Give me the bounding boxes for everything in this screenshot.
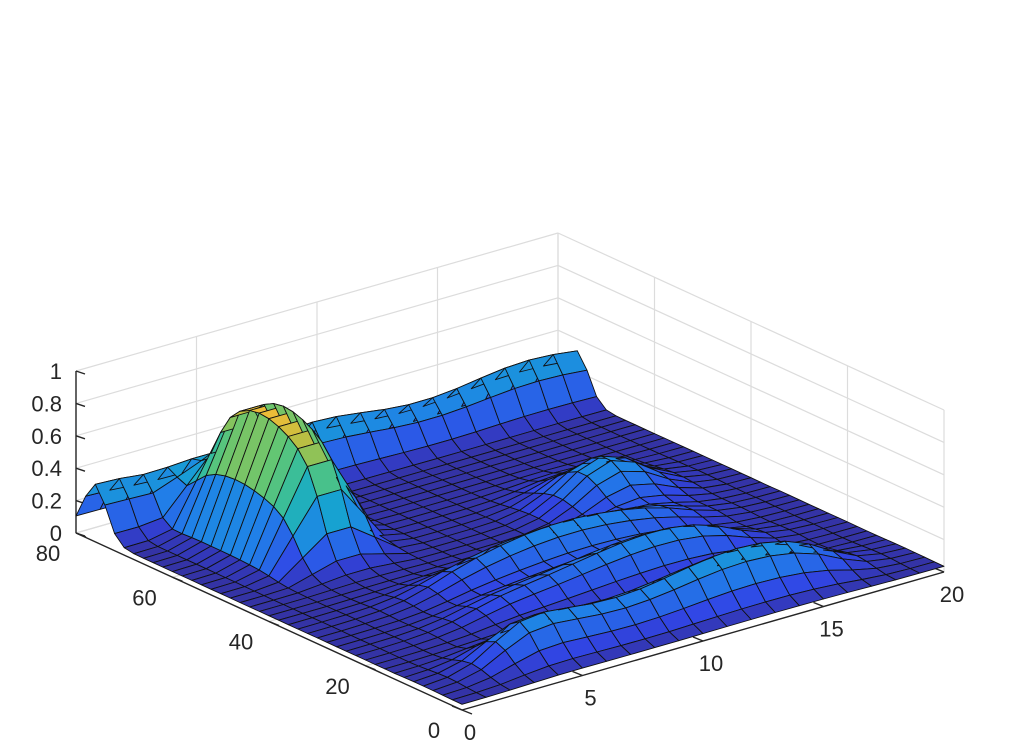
x-tick-label: 0 (464, 720, 476, 745)
grid-line (557, 362, 945, 541)
grid-line (557, 232, 945, 411)
z-tick-label: 0.8 (31, 391, 62, 416)
x-tick-label: 15 (819, 617, 843, 642)
x-tick-label: 20 (940, 582, 964, 607)
y-tick-label: 20 (325, 674, 349, 699)
z-tick-label: 1 (50, 359, 62, 384)
x-tick-label: 5 (584, 686, 596, 711)
z-tick (75, 370, 86, 375)
y-tick (268, 620, 280, 627)
grid-line (75, 264, 559, 404)
surface-mesh (75, 350, 945, 705)
z-tick (75, 402, 86, 408)
y-tick-label: 60 (132, 585, 156, 610)
y-tick-label: 80 (36, 541, 60, 566)
grid-line (557, 297, 945, 476)
grid-line (75, 329, 559, 469)
x-tick (572, 670, 583, 677)
grid-line (75, 297, 559, 437)
y-tick (172, 576, 183, 582)
z-tick-label: 0.6 (31, 424, 62, 449)
x-tick (692, 636, 704, 642)
x-tick-label: 10 (699, 651, 723, 676)
z-tick (75, 467, 86, 472)
z-tick (75, 435, 86, 440)
x-tick (813, 601, 824, 608)
grid-line (557, 329, 945, 508)
surface-patch (909, 561, 945, 574)
z-tick (75, 532, 86, 537)
y-tick-label: 40 (229, 630, 253, 655)
z-tick-label: 0.2 (31, 489, 62, 514)
grid-line (557, 264, 945, 443)
y-tick (461, 709, 473, 715)
x-tick (451, 705, 463, 711)
grid-line (75, 232, 559, 372)
z-tick-label: 0 (50, 521, 62, 546)
y-tick-label: 0 (428, 718, 440, 743)
y-tick (365, 665, 376, 671)
z-tick-label: 0.4 (31, 456, 62, 481)
